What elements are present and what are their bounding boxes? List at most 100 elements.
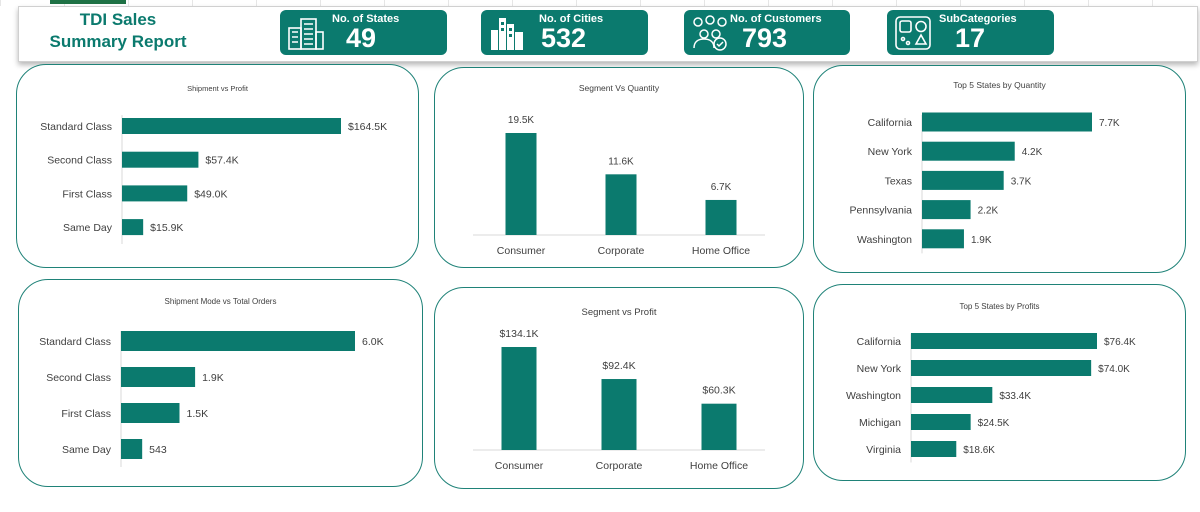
chart-svg: Segment Vs Quantity 19.5K Consumer 11.6K Cor…: [473, 83, 765, 257]
kpi-customers: No. of Customers 793: [684, 10, 850, 55]
category-label-2: Home Office: [692, 245, 750, 257]
category-label-2: Home Office: [690, 460, 748, 472]
bar-2: [911, 387, 993, 403]
kpi-cities-value: 532: [541, 23, 587, 53]
kpi-customers-label: No. of Customers: [730, 13, 822, 25]
bar-1: [601, 379, 637, 450]
bar-2: [922, 170, 1004, 190]
city-skyline-icon: [491, 18, 523, 50]
sheet-gridlines: [0, 0, 1200, 6]
data-label-3: 543: [149, 444, 167, 456]
bar-2: [701, 403, 737, 450]
category-label-3: Michigan: [859, 417, 901, 429]
category-label-1: New York: [868, 146, 913, 158]
bar-0: [922, 112, 1092, 132]
chart-title: Segment Vs Quantity: [579, 83, 660, 93]
data-label-2: $60.3K: [702, 385, 735, 397]
category-label-2: Texas: [885, 175, 912, 187]
customers-icon: [693, 15, 727, 51]
kpi-states-label: No. of States: [332, 13, 400, 25]
category-label-0: California: [857, 336, 902, 348]
bar-0: [121, 331, 355, 351]
data-label-2: 1.5K: [187, 408, 209, 420]
bar-3: [911, 414, 971, 430]
bar-1: [922, 141, 1015, 161]
bar-2: [705, 199, 737, 235]
category-label-3: Same Day: [63, 222, 113, 234]
kpi-subcategories-label: SubCategories: [939, 13, 1017, 25]
chart-svg: Segment vs Profit $134.1K Consumer $92.4K Co…: [473, 307, 765, 472]
chart-svg: Shipment Mode vs Total Orders Standard Cl…: [39, 297, 384, 467]
bar-4: [911, 441, 957, 457]
chart-svg: Top 5 States by Profits California $76.4K N…: [846, 302, 1136, 463]
bar-0: [911, 333, 1097, 349]
data-label-4: $18.6K: [963, 445, 995, 456]
bar-0: [505, 133, 537, 235]
bar-4: [922, 229, 964, 249]
data-label-0: $164.5K: [348, 121, 387, 133]
category-label-1: Second Class: [46, 372, 111, 384]
bar-3: [922, 200, 971, 220]
report-title: TDI Sales Summary Report: [28, 9, 208, 53]
data-label-1: $57.4K: [205, 155, 238, 167]
chart-title: Top 5 States by Profits: [959, 302, 1039, 311]
card-segment-vs-quantity: Segment Vs Quantity 19.5K Consumer 11.6K Cor…: [434, 67, 804, 268]
bar-2: [121, 403, 180, 423]
category-label-3: Pennsylvania: [850, 205, 913, 217]
shapes-icon: [895, 16, 931, 50]
category-label-0: Standard Class: [40, 121, 112, 133]
data-label-0: 19.5K: [508, 115, 534, 126]
category-label-4: Virginia: [866, 444, 901, 456]
card-top5-states-quantity: Top 5 States by Quantity California 7.7K Ne…: [813, 65, 1186, 273]
data-label-1: 4.2K: [1022, 147, 1043, 158]
category-label-0: Standard Class: [39, 336, 111, 348]
category-label-3: Same Day: [62, 444, 112, 456]
data-label-1: 1.9K: [202, 372, 224, 384]
data-label-0: $76.4K: [1104, 337, 1136, 348]
data-label-2: 6.7K: [711, 182, 732, 193]
data-label-0: 6.0K: [362, 336, 384, 348]
bar-1: [122, 151, 199, 168]
bar-1: [121, 367, 196, 387]
kpi-subcategories: SubCategories 17: [887, 10, 1054, 55]
kpi-customers-value: 793: [742, 23, 788, 53]
kpi-states: No. of States 49: [280, 10, 447, 55]
data-label-3: $15.9K: [150, 222, 183, 234]
category-label-0: Consumer: [495, 460, 544, 472]
bar-3: [122, 219, 144, 236]
kpi-cities-label: No. of Cities: [539, 13, 604, 25]
chart-svg: Top 5 States by Quantity California 7.7K Ne…: [850, 80, 1120, 254]
data-label-1: $92.4K: [602, 360, 635, 372]
data-label-1: 11.6K: [608, 156, 634, 167]
bar-1: [911, 360, 1092, 376]
data-label-2: 3.7K: [1011, 176, 1032, 187]
kpi-cities: No. of Cities 532: [481, 10, 648, 55]
chart-title: Top 5 States by Quantity: [953, 80, 1046, 90]
chart-svg: Shipment vs Profit Standard Class $164.5K S…: [40, 84, 387, 244]
chart-title: Shipment Mode vs Total Orders: [165, 297, 277, 306]
report-title-line1: TDI Sales: [79, 10, 157, 29]
bar-0: [122, 118, 341, 134]
report-title-line2: Summary Report: [49, 32, 187, 51]
bar-0: [501, 347, 537, 450]
bar-3: [121, 439, 143, 459]
category-label-1: Corporate: [596, 460, 643, 472]
building-icon: [288, 18, 324, 50]
category-label-0: California: [868, 117, 913, 129]
category-label-2: Washington: [846, 390, 901, 402]
category-label-4: Washington: [857, 234, 912, 246]
chart-title: Shipment vs Profit: [187, 84, 249, 93]
category-label-1: Second Class: [47, 155, 112, 167]
data-label-3: 2.2K: [978, 206, 999, 217]
bar-1: [605, 174, 637, 235]
bar-2: [122, 185, 188, 202]
chart-title: Segment vs Profit: [582, 307, 657, 318]
data-label-4: 1.9K: [971, 235, 992, 246]
data-label-2: $49.0K: [194, 188, 227, 200]
card-shipment-vs-profit: Shipment vs Profit Standard Class $164.5K S…: [16, 64, 419, 268]
active-sheet-indicator: [50, 0, 126, 4]
category-label-1: New York: [857, 363, 902, 375]
data-label-0: $134.1K: [499, 328, 538, 340]
data-label-0: 7.7K: [1099, 118, 1120, 129]
card-segment-vs-profit: Segment vs Profit $134.1K Consumer $92.4K Co…: [434, 287, 804, 489]
